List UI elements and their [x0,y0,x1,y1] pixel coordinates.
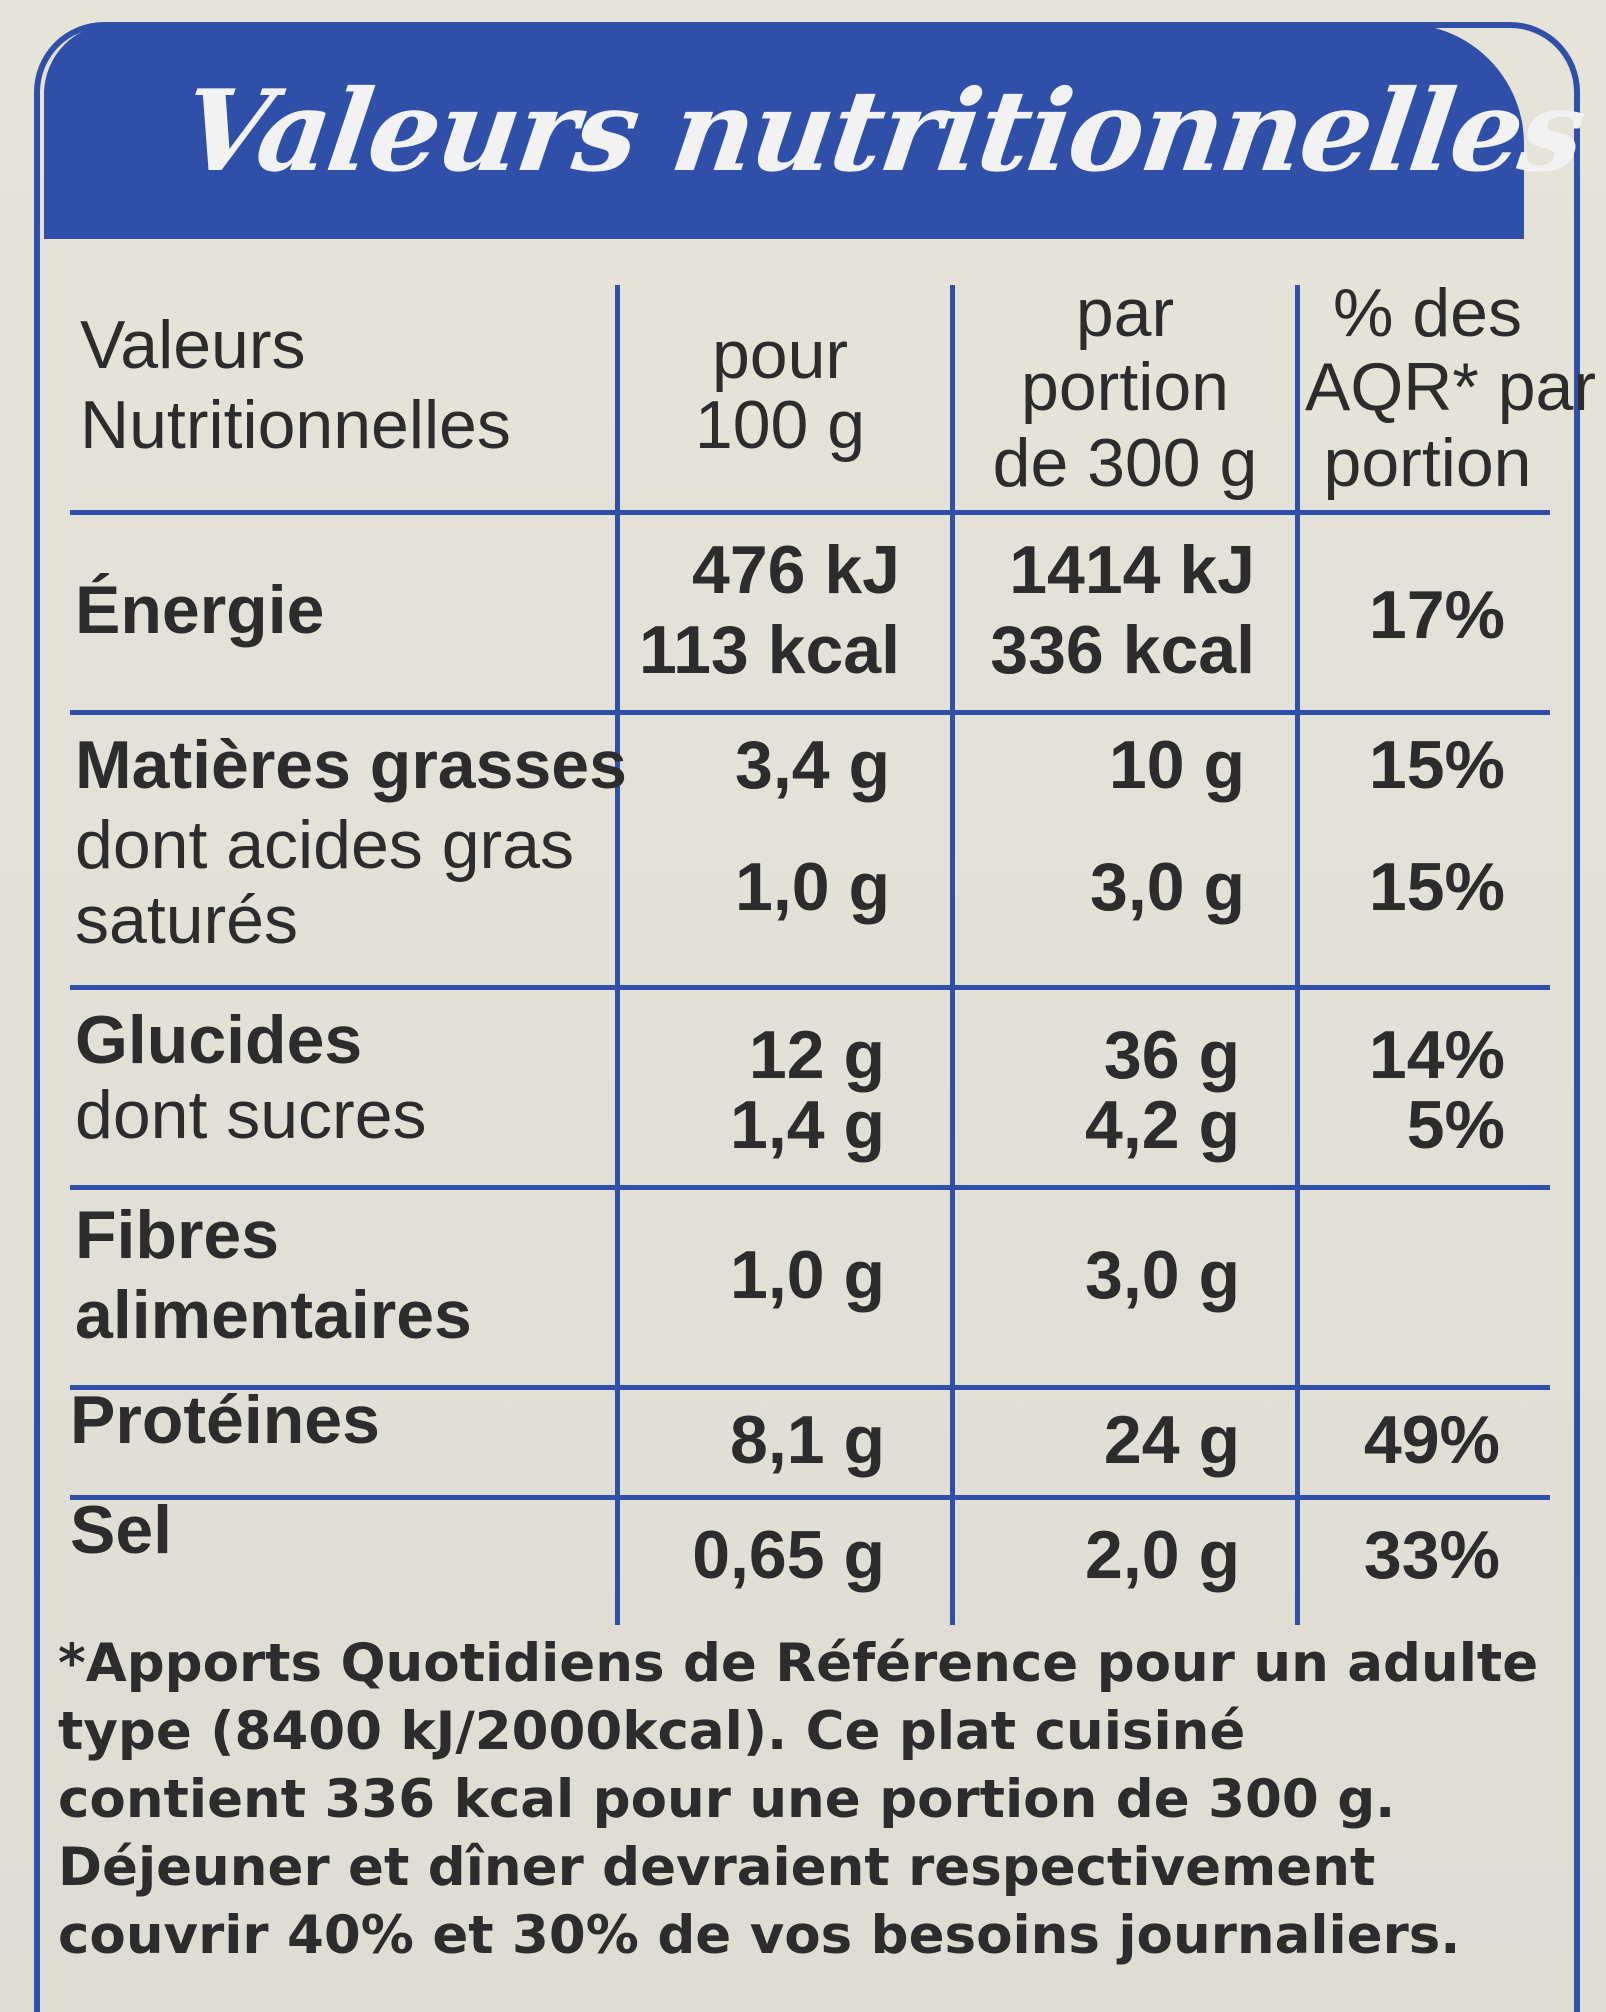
footnote-line: contient 336 kcal pour une portion de 30… [58,1769,1396,1830]
glucides-aqr: 14% [1368,1017,1505,1093]
header-col3-line2: AQR* par [1305,349,1596,425]
sucres-label: dont sucres [75,1077,427,1153]
energie-per100-kcal: 113 kcal [639,612,900,688]
header-col1-line1: pour [711,317,849,393]
footnote-line: *Apports Quotidiens de Référence pour un… [58,1633,1539,1694]
header-col2-line1: par [1075,275,1175,351]
matieres-grasses-aqr: 15% [1368,727,1505,803]
glucides-label: Glucides [75,1002,363,1078]
column-divider-2 [950,285,955,1625]
nutrition-table: Valeurs Nutritionnelles pour 100 g par p… [60,275,1596,1625]
acides-gras-label-line1: dont acides gras [75,807,574,883]
header-col3-line1: % des [1333,275,1522,351]
footnote-line: couvrir 40% et 30% de vos besoins journa… [58,1905,1461,1966]
fibres-per100: 1,0 g [730,1237,885,1313]
header-col3-line3: portion [1323,425,1532,501]
row-divider [70,710,1550,715]
energie-portion-kcal: 336 kcal [990,612,1255,688]
sel-per100: 0,65 g [692,1517,885,1593]
header-col0-line1: Valeurs [80,307,306,383]
sucres-per100: 1,4 g [730,1087,885,1163]
header-col1-line2: 100 g [694,387,866,463]
energie-per100-kj: 476 kJ [692,532,900,608]
matieres-grasses-label: Matières grasses [75,727,627,803]
acides-gras-portion: 3,0 g [1090,849,1245,925]
energie-label: Énergie [75,572,325,648]
row-divider [70,985,1550,990]
fibres-label-line1: Fibres [75,1197,280,1273]
sel-label: Sel [70,1492,173,1568]
sel-aqr: 33% [1363,1517,1500,1593]
matieres-grasses-portion: 10 g [1108,727,1245,803]
sucres-aqr: 5% [1406,1087,1505,1163]
energie-aqr: 17% [1368,577,1505,653]
footnote-line: type (8400 kJ/2000kcal). Ce plat cuisiné [58,1701,1246,1762]
column-divider-3 [1295,285,1300,1625]
proteines-per100: 8,1 g [730,1402,885,1478]
title-banner: Valeurs nutritionnelles [44,24,1591,239]
acides-gras-per100: 1,0 g [735,849,890,925]
sel-portion: 2,0 g [1085,1517,1240,1593]
header-col2-line3: de 300 g [992,425,1258,501]
footnote: *Apports Quotidiens de Référence pour un… [58,1630,1578,1970]
fibres-portion: 3,0 g [1085,1237,1240,1313]
row-divider [70,1495,1550,1500]
glucides-portion: 36 g [1103,1017,1240,1093]
acides-gras-label-line2: saturés [75,882,298,958]
header-col2-line2: portion [1021,349,1229,425]
proteines-aqr: 49% [1363,1402,1500,1478]
row-divider [70,1185,1550,1190]
sucres-portion: 4,2 g [1085,1087,1240,1163]
glucides-per100: 12 g [748,1017,885,1093]
row-divider [70,1385,1550,1390]
fibres-label-line2: alimentaires [75,1277,472,1353]
proteines-portion: 24 g [1103,1402,1240,1478]
proteines-label: Protéines [70,1382,380,1458]
acides-gras-aqr: 15% [1368,849,1505,925]
footnote-line: Déjeuner et dîner devraient respectiveme… [58,1837,1376,1898]
row-divider [70,510,1550,515]
energie-portion-kj: 1414 kJ [1009,532,1255,608]
header-col0-line2: Nutritionnelles [80,387,511,463]
page-title: Valeurs nutritionnelles [174,66,1592,197]
column-divider-1 [615,285,620,1625]
matieres-grasses-per100: 3,4 g [735,727,890,803]
